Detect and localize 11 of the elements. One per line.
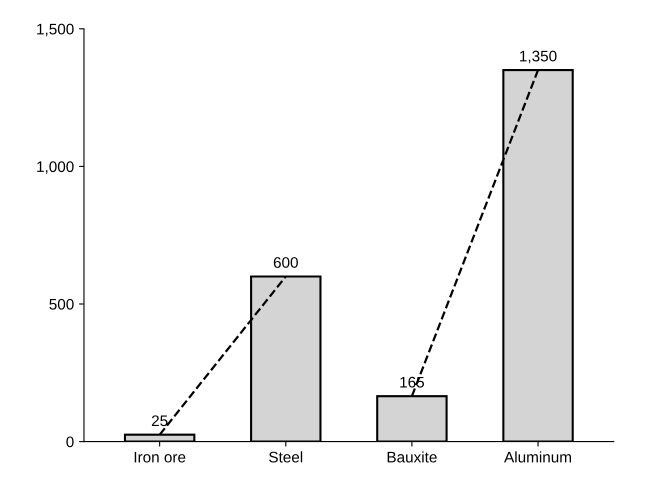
y-tick-label: 1,500 [37, 24, 74, 36]
x-tick-label: Aluminum [504, 451, 571, 463]
x-tick-label: Bauxite [388, 451, 437, 463]
data-label: 1,350 [520, 50, 557, 64]
x-tick-label: Steel [269, 451, 302, 463]
y-tick-label: 1,000 [37, 161, 74, 174]
y-tick-label: 0 [66, 436, 74, 448]
x-tick-label: Iron ore [134, 452, 186, 463]
y-tick-label: 500 [49, 298, 74, 310]
data-label: 25 [152, 415, 168, 426]
data-label: 600 [274, 257, 298, 268]
